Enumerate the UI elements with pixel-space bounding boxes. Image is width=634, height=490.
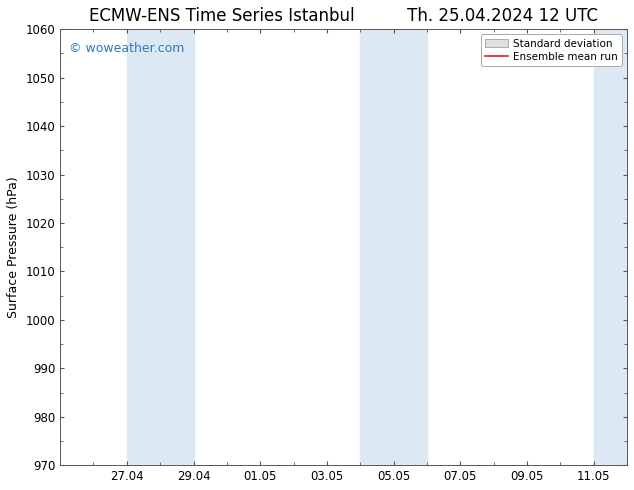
- Bar: [593, 29, 627, 465]
- Text: © woweather.com: © woweather.com: [68, 42, 184, 55]
- Title: ECMW-ENS Time Series Istanbul          Th. 25.04.2024 12 UTC: ECMW-ENS Time Series Istanbul Th. 25.04.…: [89, 7, 598, 25]
- Bar: [127, 29, 193, 465]
- Legend: Standard deviation, Ensemble mean run: Standard deviation, Ensemble mean run: [481, 34, 622, 66]
- Y-axis label: Surface Pressure (hPa): Surface Pressure (hPa): [7, 176, 20, 318]
- Bar: [360, 29, 427, 465]
